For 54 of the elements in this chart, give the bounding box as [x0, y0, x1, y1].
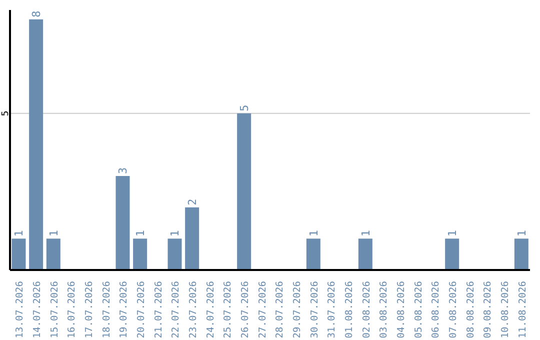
- x-tick-label: 28.07.2026: [274, 280, 286, 338]
- data-label: 1: [515, 230, 528, 237]
- data-label: 1: [47, 230, 60, 237]
- bar: [306, 238, 320, 270]
- bar: [237, 113, 252, 270]
- data-label: 1: [134, 230, 148, 237]
- data-label: 1: [446, 230, 460, 237]
- data-label: 2: [186, 198, 200, 206]
- x-tick-label: 27.07.2026: [257, 280, 268, 338]
- x-tick-label: 21.07.2026: [153, 280, 164, 338]
- x-tick-label: 13.07.2026: [14, 280, 26, 338]
- x-tick-label: 30.07.2026: [309, 280, 320, 338]
- x-tick-label: 11.08.2026: [517, 280, 528, 338]
- x-tick-label: 09.08.2026: [482, 280, 494, 338]
- x-tick-label: 07.08.2026: [448, 280, 459, 338]
- x-tick-label: 20.07.2026: [136, 280, 147, 338]
- bar: [358, 238, 372, 270]
- x-tick-label: 01.08.2026: [344, 280, 355, 338]
- data-label: 5: [238, 104, 252, 112]
- data-label: 1: [168, 230, 182, 237]
- x-tick-label: 18.07.2026: [101, 280, 112, 338]
- x-tick-label: 17.07.2026: [84, 280, 95, 338]
- bar: [514, 238, 528, 270]
- bar: [12, 238, 26, 270]
- data-label: 8: [30, 10, 44, 18]
- x-tick-label: 02.08.2026: [361, 280, 372, 338]
- data-label: 1: [359, 230, 372, 237]
- data-label: 3: [116, 167, 130, 174]
- bar: [116, 176, 130, 270]
- x-tick-label: 04.08.2026: [396, 280, 407, 338]
- data-label: 1: [12, 230, 26, 237]
- bar: [445, 238, 460, 270]
- x-tick-label: 31.07.2026: [326, 280, 338, 338]
- x-tick-label: 29.07.2026: [292, 280, 303, 338]
- x-tick-label: 22.07.2026: [170, 280, 182, 338]
- bar: [168, 238, 182, 270]
- x-tick-label: 08.08.2026: [465, 280, 476, 338]
- bar: [46, 238, 60, 270]
- x-tick-label: 06.08.2026: [430, 280, 442, 338]
- x-tick-label: 15.07.2026: [49, 280, 60, 338]
- x-tick-label: 16.07.2026: [66, 280, 78, 338]
- x-tick-label: 24.07.2026: [205, 280, 216, 338]
- x-tick-label: 14.07.2026: [32, 280, 43, 338]
- x-tick-label: 19.07.2026: [118, 280, 130, 338]
- x-tick-label: 25.07.2026: [222, 280, 234, 338]
- x-tick-label: 26.07.2026: [240, 280, 251, 338]
- x-tick-label: 03.08.2026: [378, 280, 390, 338]
- bar: [185, 207, 200, 270]
- bar: [133, 238, 148, 270]
- bar: [29, 19, 44, 270]
- x-tick-label: 23.07.2026: [188, 280, 199, 338]
- x-tick-label: 10.08.2026: [500, 280, 511, 338]
- data-label: 1: [307, 230, 320, 237]
- x-tick-label: 05.08.2026: [413, 280, 424, 338]
